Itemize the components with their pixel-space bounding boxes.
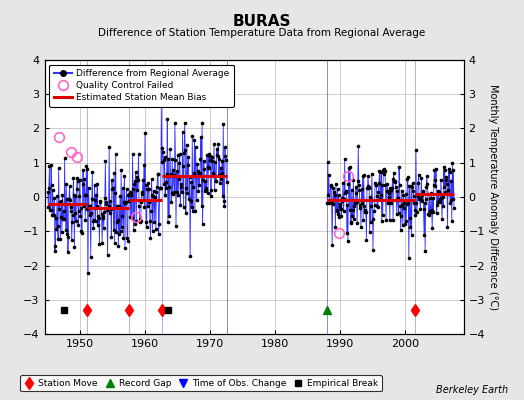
Text: Difference of Station Temperature Data from Regional Average: Difference of Station Temperature Data f…: [99, 28, 425, 38]
Legend: Difference from Regional Average, Quality Control Failed, Estimated Station Mean: Difference from Regional Average, Qualit…: [49, 64, 234, 107]
Y-axis label: Monthly Temperature Anomaly Difference (°C): Monthly Temperature Anomaly Difference (…: [488, 84, 498, 310]
Legend: Station Move, Record Gap, Time of Obs. Change, Empirical Break: Station Move, Record Gap, Time of Obs. C…: [20, 375, 381, 392]
Text: BURAS: BURAS: [233, 14, 291, 29]
Text: Berkeley Earth: Berkeley Earth: [436, 385, 508, 395]
